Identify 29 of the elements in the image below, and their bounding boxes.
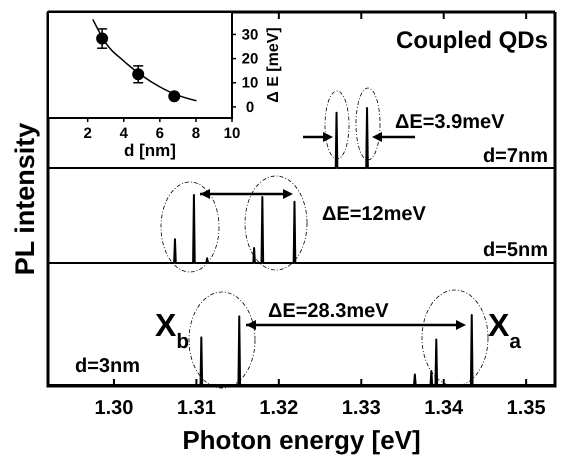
y-axis-title: Δ E [meV]	[265, 27, 282, 103]
x-tick-label: 2	[84, 125, 92, 142]
x-tick-label: 1.31	[176, 397, 216, 419]
text: Coupled QDs	[396, 27, 548, 54]
annotation: X$_{a}$	[488, 307, 522, 352]
x-tick-label: 1.30	[94, 397, 134, 419]
annotation: d=5nm	[482, 239, 548, 261]
x-tick-label: 8	[192, 125, 200, 142]
annotation: ΔE=3.9meV	[395, 111, 506, 133]
annotation: d=3nm	[75, 355, 140, 377]
x-tick-label: 4	[120, 125, 129, 142]
annotation: d=7nm	[482, 145, 548, 167]
x-tick-label: 10	[224, 125, 240, 142]
x-tick-label: 1.34	[424, 397, 464, 419]
y-tick-label: 20	[242, 50, 258, 68]
y-tick-label: 30	[242, 26, 258, 44]
x-tick-label: 6	[156, 125, 164, 142]
x-axis-title: Photon energy [eV]	[182, 425, 421, 455]
y-tick-label: 0	[246, 98, 254, 116]
annotation: X$_{b}$	[155, 307, 190, 352]
x-tick-label: 1.32	[259, 397, 298, 419]
y-axis-title: PL intensity	[10, 122, 40, 276]
x-tick-label: 1.35	[506, 397, 546, 419]
y-tick-label: 10	[242, 74, 258, 92]
line-series	[92, 19, 197, 102]
annotation: ΔE=12meV	[322, 203, 427, 225]
x-tick-label: 1.33	[342, 397, 381, 419]
annotation: ΔE=28.3meV	[268, 300, 390, 322]
x-axis-title: d [nm]	[124, 141, 176, 160]
